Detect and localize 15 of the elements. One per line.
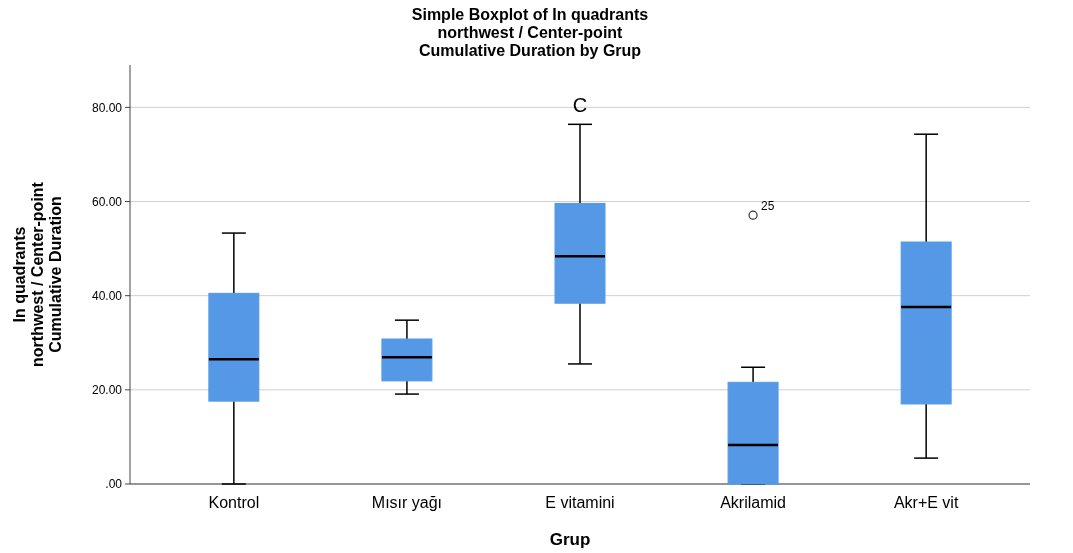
- annotation: 25: [761, 199, 775, 214]
- y-tick-label: 40.00: [91, 288, 123, 303]
- x-tick-label: E vitamini: [545, 494, 615, 511]
- x-tick-label: Mısır yağı: [371, 494, 443, 511]
- y-tick-label: 20.00: [91, 383, 123, 398]
- y-tick-label: 80.00: [91, 100, 123, 115]
- x-axis-title: Grup: [549, 530, 591, 549]
- chart-title: Simple Boxplot of In quadrants northwest / Center-point Cumulative Duration by Grup: [411, 6, 649, 59]
- x-tick-label: Akrilamid: [720, 494, 786, 511]
- x-tick-label: Kontrol: [208, 494, 260, 511]
- y-tick-label: 60.00: [91, 194, 123, 209]
- x-tick-label: Akr+E vit: [893, 494, 959, 511]
- y-tick-label: .00: [105, 477, 123, 492]
- annotation: C: [572, 94, 588, 117]
- y-axis-title: In quadrants northwest / Center-point Cumulative Duration: [11, 181, 64, 367]
